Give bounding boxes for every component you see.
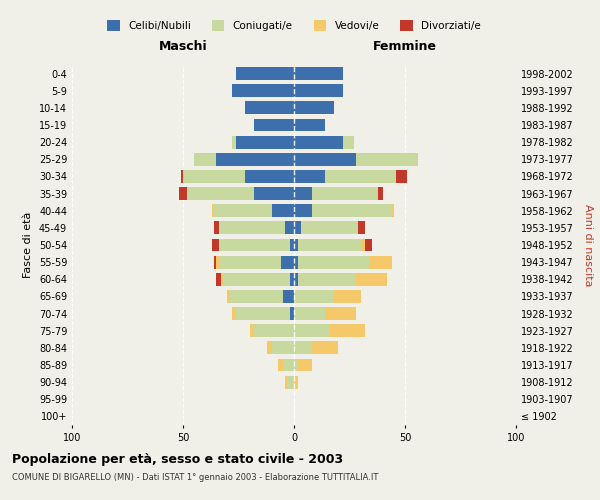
Bar bbox=[212, 238, 218, 252]
Bar bbox=[343, 136, 354, 148]
Bar bbox=[298, 238, 361, 252]
Bar bbox=[294, 102, 334, 114]
Bar bbox=[392, 204, 394, 217]
Bar bbox=[214, 256, 217, 268]
Bar bbox=[356, 153, 418, 166]
Y-axis label: Anni di nascita: Anni di nascita bbox=[583, 204, 593, 286]
Bar bbox=[294, 342, 312, 354]
Bar bbox=[281, 256, 294, 268]
Bar bbox=[236, 307, 290, 320]
Text: Femmine: Femmine bbox=[373, 40, 437, 53]
Bar bbox=[294, 170, 325, 183]
Bar bbox=[236, 136, 294, 148]
Bar bbox=[254, 187, 294, 200]
Bar bbox=[230, 290, 283, 303]
Bar bbox=[227, 290, 230, 303]
Bar bbox=[223, 273, 290, 285]
Bar bbox=[294, 324, 329, 337]
Bar bbox=[298, 256, 370, 268]
Bar bbox=[221, 273, 223, 285]
Bar bbox=[290, 238, 294, 252]
Bar bbox=[285, 376, 287, 388]
Bar bbox=[358, 222, 365, 234]
Bar bbox=[361, 238, 365, 252]
Text: COMUNE DI BIGARELLO (MN) - Dati ISTAT 1° gennaio 2003 - Elaborazione TUTTITALIA.: COMUNE DI BIGARELLO (MN) - Dati ISTAT 1°… bbox=[12, 472, 379, 482]
Bar bbox=[294, 204, 312, 217]
Bar bbox=[217, 273, 221, 285]
Bar bbox=[232, 136, 236, 148]
Bar bbox=[325, 307, 356, 320]
Bar bbox=[218, 222, 285, 234]
Bar bbox=[218, 238, 290, 252]
Bar bbox=[370, 256, 392, 268]
Bar bbox=[298, 273, 356, 285]
Bar bbox=[212, 204, 214, 217]
Bar bbox=[218, 256, 281, 268]
Bar bbox=[179, 187, 187, 200]
Bar bbox=[287, 376, 294, 388]
Bar bbox=[245, 102, 294, 114]
Text: Popolazione per età, sesso e stato civile - 2003: Popolazione per età, sesso e stato civil… bbox=[12, 452, 343, 466]
Bar bbox=[312, 187, 379, 200]
Bar bbox=[283, 290, 294, 303]
Bar bbox=[187, 187, 254, 200]
Bar bbox=[294, 376, 298, 388]
Bar bbox=[294, 307, 325, 320]
Bar bbox=[194, 153, 217, 166]
Bar bbox=[181, 170, 183, 183]
Bar bbox=[236, 67, 294, 80]
Bar bbox=[217, 153, 294, 166]
Bar bbox=[254, 324, 294, 337]
Bar bbox=[312, 342, 338, 354]
Bar bbox=[356, 273, 387, 285]
Bar bbox=[272, 342, 294, 354]
Bar bbox=[294, 290, 334, 303]
Bar bbox=[365, 238, 372, 252]
Bar bbox=[294, 222, 301, 234]
Bar bbox=[329, 324, 365, 337]
Bar bbox=[232, 84, 294, 97]
Bar bbox=[214, 222, 218, 234]
Legend: Celibi/Nubili, Coniugati/e, Vedovi/e, Divorziati/e: Celibi/Nubili, Coniugati/e, Vedovi/e, Di… bbox=[103, 16, 485, 36]
Bar bbox=[294, 67, 343, 80]
Bar bbox=[298, 358, 312, 372]
Bar bbox=[294, 187, 312, 200]
Text: Maschi: Maschi bbox=[158, 40, 208, 53]
Bar bbox=[294, 256, 298, 268]
Bar bbox=[268, 342, 272, 354]
Bar bbox=[294, 118, 325, 132]
Bar bbox=[272, 204, 294, 217]
Y-axis label: Fasce di età: Fasce di età bbox=[23, 212, 33, 278]
Bar bbox=[285, 222, 294, 234]
Bar bbox=[294, 136, 343, 148]
Bar bbox=[250, 324, 254, 337]
Bar bbox=[283, 358, 294, 372]
Bar bbox=[290, 307, 294, 320]
Bar bbox=[294, 358, 298, 372]
Bar bbox=[245, 170, 294, 183]
Bar bbox=[312, 204, 392, 217]
Bar bbox=[379, 187, 383, 200]
Bar bbox=[216, 256, 218, 268]
Bar bbox=[183, 170, 245, 183]
Bar bbox=[214, 204, 272, 217]
Bar bbox=[290, 273, 294, 285]
Bar bbox=[294, 84, 343, 97]
Bar bbox=[396, 170, 407, 183]
Bar bbox=[325, 170, 396, 183]
Bar bbox=[334, 290, 361, 303]
Bar bbox=[254, 118, 294, 132]
Bar bbox=[301, 222, 358, 234]
Bar bbox=[278, 358, 283, 372]
Bar bbox=[232, 307, 236, 320]
Bar bbox=[294, 238, 298, 252]
Bar bbox=[294, 153, 356, 166]
Bar bbox=[294, 273, 298, 285]
